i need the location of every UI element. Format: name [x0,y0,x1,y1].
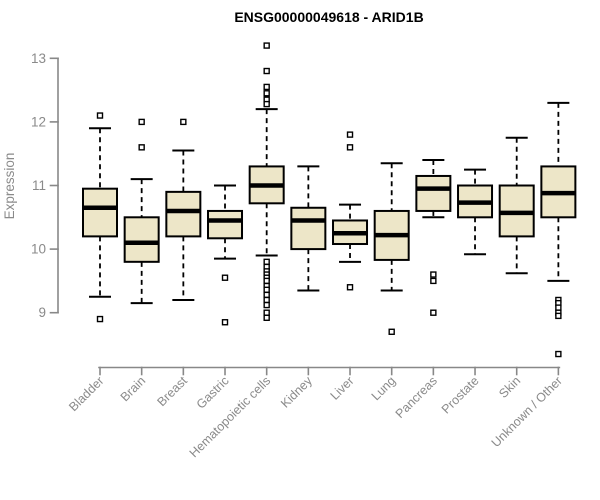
outlier-point-brain [138,144,145,151]
x-category-label-brain: Brain [118,374,149,405]
outlier-point-hematopoietic-cells [263,67,270,75]
box-pancreas [415,174,452,212]
outlier-point-pancreas [430,309,437,316]
outlier-point-hematopoietic-cells [263,100,270,108]
x-category-label-gastric: Gastric [194,374,232,412]
outlier-point-hematopoietic-cells [263,258,270,266]
outlier-point-pancreas [430,277,437,285]
outlier-point-lung [388,328,395,335]
outlier-point-hematopoietic-cells [263,286,270,294]
x-category-label-liver: Liver [328,374,357,403]
box-kidney [290,206,327,251]
box-gastric [207,209,244,240]
x-category-label-breast: Breast [155,373,191,409]
outlier-point-hematopoietic-cells [263,309,270,316]
x-category-label-skin: Skin [496,374,523,401]
y-tick-label: 12 [31,114,46,129]
outlier-point-liver [346,284,354,291]
outlier-point-gastric [221,319,229,326]
outlier-point-hematopoietic-cells [263,90,270,97]
outlier-point-bladder [96,315,104,323]
outlier-point-unknown-other [555,312,562,320]
x-category-label-unknown-other: Unknown / Other [489,374,565,450]
y-tick-label: 9 [38,305,46,320]
outlier-point-hematopoietic-cells [263,277,270,285]
x-category-label-kidney: Kidney [278,373,315,410]
y-tick-label: 11 [32,178,46,193]
outlier-point-hematopoietic-cells [263,296,270,304]
outlier-point-hematopoietic-cells [263,314,270,321]
outlier-point-liver [346,144,354,151]
plot-area: 9 10 11 12 13 Bladder Brain Breast GastricHemato… [31,42,577,461]
outlier-point-unknown-other [555,304,562,311]
outlier-point-unknown-other [555,350,562,358]
outlier-point-hematopoietic-cells [263,291,270,299]
y-tick-label: 10 [31,242,46,257]
box-bladder [82,187,118,238]
x-category-label-lung: Lung [369,374,399,404]
box-breast [165,190,202,238]
outlier-point-hematopoietic-cells [263,83,270,91]
y-axis-label: Expression [2,153,17,220]
x-category-label-prostate: Prostate [439,374,482,417]
outlier-point-gastric [221,274,229,281]
outlier-point-hematopoietic-cells [263,42,270,49]
outlier-point-pancreas [430,271,437,278]
box-brain [123,216,160,263]
x-category-label-hematopoietic-cells: Hematopoietic cells [187,374,274,461]
y-tick-label: 13 [31,51,46,66]
x-category-label-bladder: Bladder [66,374,106,414]
x-category-label-pancreas: Pancreas [393,374,440,421]
outlier-point-liver [346,131,354,138]
outlier-point-brain [138,118,145,126]
outlier-point-bladder [96,112,104,119]
outlier-point-breast [180,118,187,126]
chart-title: ENSG00000049618 - ARID1B [234,9,423,25]
outlier-point-hematopoietic-cells [263,301,270,309]
